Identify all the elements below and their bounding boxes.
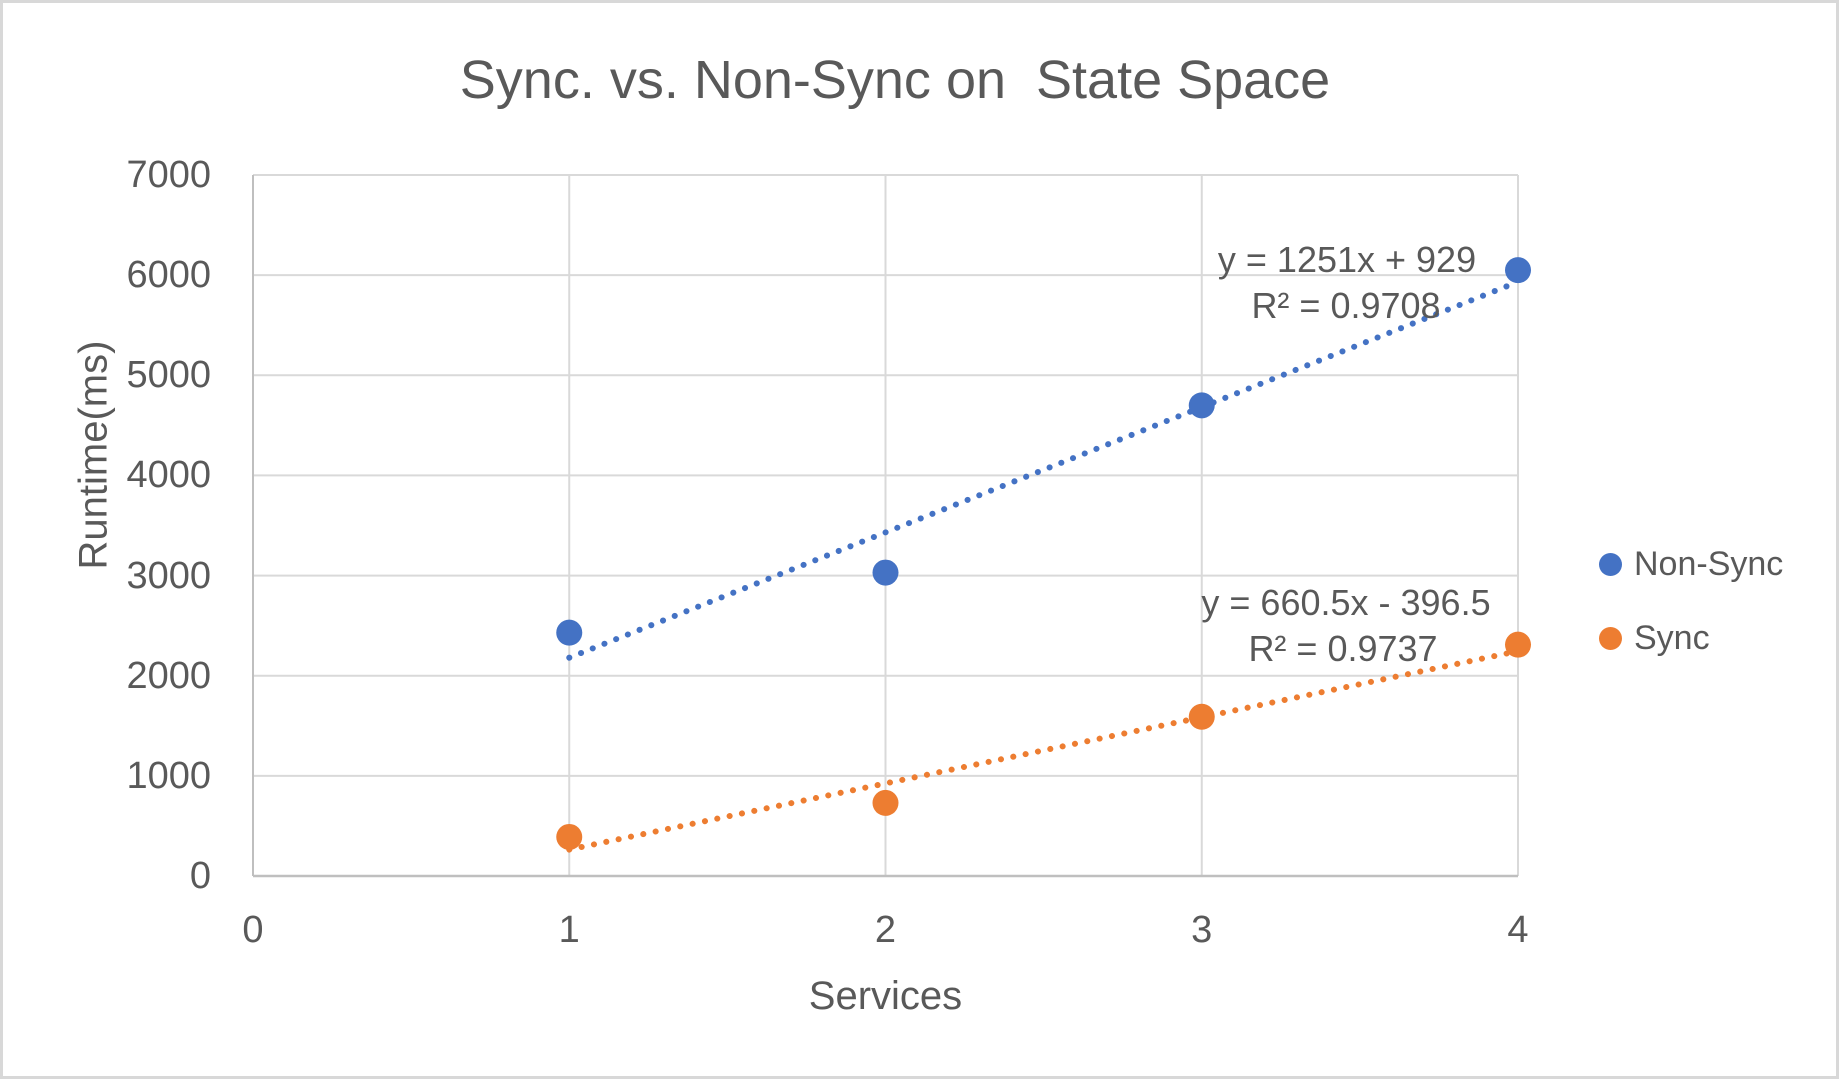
plot-area [252,174,1531,878]
data-point-sync [556,823,583,850]
x-tick-label: 2 [874,909,897,951]
trendline-equation-sync: y = 660.5x - 396.5 [1201,582,1491,623]
y-tick-label: 1000 [126,754,211,797]
x-tick-label: 4 [1507,909,1529,951]
chart-title: Sync. vs. Non-Sync on State Space [459,50,1331,110]
x-tick-label: 1 [558,909,580,951]
y-axis-title: Runtime(ms) [71,340,116,570]
legend-item-sync: Sync [1599,616,1710,660]
y-tick-label: 0 [189,855,211,897]
data-point-non-sync [872,559,899,586]
x-tick-label: 3 [1191,909,1213,951]
legend-item-non-sync: Non-Sync [1599,542,1783,586]
trendline-equation-non-sync: y = 1251x + 929 [1217,239,1477,280]
y-tick-label: 2000 [126,654,211,697]
y-tick-label: 6000 [126,254,211,297]
data-point-sync [1188,703,1215,730]
data-point-sync [872,789,899,816]
y-tick-label: 4000 [126,454,211,497]
legend-label-sync: Sync [1634,618,1710,657]
y-tick-label: 3000 [126,554,211,597]
data-point-non-sync [1505,257,1531,284]
legend-marker-sync-icon [1599,626,1622,650]
trendline-r-squared-non-sync: R² = 0.9708 [1251,285,1441,326]
legend-marker-non-sync-icon [1599,552,1622,576]
x-tick-label: 0 [242,909,264,951]
x-axis-title: Services [808,974,963,1018]
legend-label-non-sync: Non-Sync [1634,544,1784,583]
y-tick-label: 7000 [126,154,211,196]
data-point-sync [1505,631,1531,658]
trendline-sync [566,648,1521,853]
y-tick-label: 5000 [126,354,211,397]
trendline-r-squared-sync: R² = 0.9737 [1248,628,1438,669]
data-point-non-sync [1188,392,1215,419]
data-point-non-sync [556,619,583,646]
